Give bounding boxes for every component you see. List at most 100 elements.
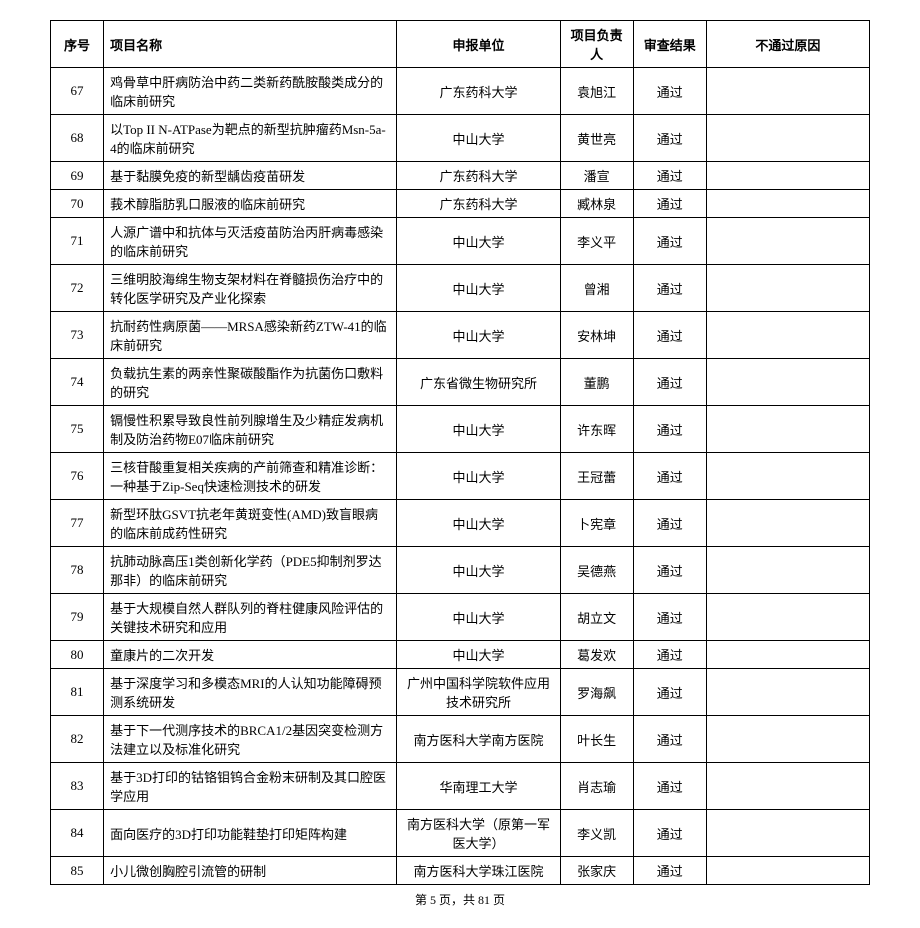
cell-leader: 葛发欢 (560, 641, 633, 669)
table-row: 82基于下一代测序技术的BRCA1/2基因突变检测方法建立以及标准化研究南方医科… (51, 716, 870, 763)
cell-leader: 叶长生 (560, 716, 633, 763)
cell-leader: 王冠蕾 (560, 453, 633, 500)
cell-reason (706, 312, 869, 359)
cell-org: 中山大学 (397, 218, 560, 265)
cell-reason (706, 406, 869, 453)
cell-leader: 曾湘 (560, 265, 633, 312)
cell-result: 通过 (633, 68, 706, 115)
cell-leader: 罗海飙 (560, 669, 633, 716)
cell-org: 中山大学 (397, 115, 560, 162)
table-row: 84面向医疗的3D打印功能鞋垫打印矩阵构建南方医科大学（原第一军医大学）李义凯通… (51, 810, 870, 857)
table-row: 76三核苷酸重复相关疾病的产前筛查和精准诊断：一种基于Zip-Seq快速检测技术… (51, 453, 870, 500)
cell-name: 童康片的二次开发 (104, 641, 397, 669)
cell-result: 通过 (633, 115, 706, 162)
cell-org: 华南理工大学 (397, 763, 560, 810)
cell-result: 通过 (633, 312, 706, 359)
cell-seq: 84 (51, 810, 104, 857)
cell-org: 中山大学 (397, 265, 560, 312)
cell-org: 南方医科大学（原第一军医大学） (397, 810, 560, 857)
cell-org: 广东药科大学 (397, 190, 560, 218)
cell-result: 通过 (633, 453, 706, 500)
review-table: 序号 项目名称 申报单位 项目负责人 审查结果 不通过原因 67鸡骨草中肝病防治… (50, 20, 870, 885)
cell-result: 通过 (633, 857, 706, 885)
cell-name: 抗耐药性病原菌——MRSA感染新药ZTW-41的临床前研究 (104, 312, 397, 359)
cell-leader: 臧林泉 (560, 190, 633, 218)
cell-org: 广东省微生物研究所 (397, 359, 560, 406)
cell-result: 通过 (633, 716, 706, 763)
cell-seq: 79 (51, 594, 104, 641)
cell-name: 三维明胶海绵生物支架材料在脊髓损伤治疗中的转化医学研究及产业化探索 (104, 265, 397, 312)
cell-org: 广东药科大学 (397, 162, 560, 190)
cell-reason (706, 359, 869, 406)
table-row: 80童康片的二次开发中山大学葛发欢通过 (51, 641, 870, 669)
cell-leader: 吴德燕 (560, 547, 633, 594)
cell-reason (706, 162, 869, 190)
header-row: 序号 项目名称 申报单位 项目负责人 审查结果 不通过原因 (51, 21, 870, 68)
col-seq-header: 序号 (51, 21, 104, 68)
cell-org: 中山大学 (397, 547, 560, 594)
cell-result: 通过 (633, 594, 706, 641)
cell-reason (706, 594, 869, 641)
cell-seq: 80 (51, 641, 104, 669)
table-body: 67鸡骨草中肝病防治中药二类新药酰胺酸类成分的临床前研究广东药科大学袁旭江通过6… (51, 68, 870, 885)
cell-leader: 董鹏 (560, 359, 633, 406)
cell-name: 面向医疗的3D打印功能鞋垫打印矩阵构建 (104, 810, 397, 857)
cell-name: 以Top II N-ATPase为靶点的新型抗肿瘤药Msn-5a-4的临床前研究 (104, 115, 397, 162)
cell-leader: 张家庆 (560, 857, 633, 885)
cell-org: 中山大学 (397, 453, 560, 500)
cell-reason (706, 453, 869, 500)
cell-seq: 76 (51, 453, 104, 500)
pager-mid: 页，共 (436, 893, 478, 907)
cell-org: 广东药科大学 (397, 68, 560, 115)
cell-leader: 李义平 (560, 218, 633, 265)
cell-name: 三核苷酸重复相关疾病的产前筛查和精准诊断：一种基于Zip-Seq快速检测技术的研… (104, 453, 397, 500)
cell-name: 镉慢性积累导致良性前列腺增生及少精症发病机制及防治药物E07临床前研究 (104, 406, 397, 453)
cell-name: 新型环肽GSVT抗老年黄斑变性(AMD)致盲眼病的临床前成药性研究 (104, 500, 397, 547)
cell-name: 负载抗生素的两亲性聚碳酸酯作为抗菌伤口敷料的研究 (104, 359, 397, 406)
cell-seq: 70 (51, 190, 104, 218)
cell-seq: 74 (51, 359, 104, 406)
table-row: 77新型环肽GSVT抗老年黄斑变性(AMD)致盲眼病的临床前成药性研究中山大学卜… (51, 500, 870, 547)
cell-reason (706, 669, 869, 716)
cell-name: 小儿微创胸腔引流管的研制 (104, 857, 397, 885)
cell-reason (706, 190, 869, 218)
cell-org: 中山大学 (397, 312, 560, 359)
cell-seq: 67 (51, 68, 104, 115)
cell-result: 通过 (633, 763, 706, 810)
cell-reason (706, 68, 869, 115)
cell-org: 南方医科大学珠江医院 (397, 857, 560, 885)
cell-reason (706, 265, 869, 312)
cell-name: 莪术醇脂肪乳口服液的临床前研究 (104, 190, 397, 218)
cell-reason (706, 500, 869, 547)
cell-name: 抗肺动脉高压1类创新化学药（PDE5抑制剂罗达那非）的临床前研究 (104, 547, 397, 594)
cell-seq: 75 (51, 406, 104, 453)
cell-reason (706, 547, 869, 594)
cell-org: 南方医科大学南方医院 (397, 716, 560, 763)
table-row: 81基于深度学习和多模态MRI的人认知功能障碍预测系统研发广州中国科学院软件应用… (51, 669, 870, 716)
cell-result: 通过 (633, 265, 706, 312)
cell-org: 广州中国科学院软件应用技术研究所 (397, 669, 560, 716)
cell-result: 通过 (633, 218, 706, 265)
cell-org: 中山大学 (397, 594, 560, 641)
table-row: 79基于大规模自然人群队列的脊柱健康风险评估的关键技术研究和应用中山大学胡立文通… (51, 594, 870, 641)
cell-name: 鸡骨草中肝病防治中药二类新药酰胺酸类成分的临床前研究 (104, 68, 397, 115)
cell-result: 通过 (633, 669, 706, 716)
pager: 第 5 页，共 81 页 (50, 891, 870, 908)
table-head: 序号 项目名称 申报单位 项目负责人 审查结果 不通过原因 (51, 21, 870, 68)
table-row: 75镉慢性积累导致良性前列腺增生及少精症发病机制及防治药物E07临床前研究中山大… (51, 406, 870, 453)
cell-name: 人源广谱中和抗体与灭活疫苗防治丙肝病毒感染的临床前研究 (104, 218, 397, 265)
col-name-header: 项目名称 (104, 21, 397, 68)
cell-seq: 77 (51, 500, 104, 547)
cell-leader: 黄世亮 (560, 115, 633, 162)
pager-total: 81 (478, 893, 490, 907)
cell-leader: 袁旭江 (560, 68, 633, 115)
cell-seq: 73 (51, 312, 104, 359)
table-row: 69基于黏膜免疫的新型龋齿疫苗研发广东药科大学潘宣通过 (51, 162, 870, 190)
cell-seq: 78 (51, 547, 104, 594)
pager-prefix: 第 (415, 893, 430, 907)
cell-seq: 72 (51, 265, 104, 312)
table-row: 85小儿微创胸腔引流管的研制南方医科大学珠江医院张家庆通过 (51, 857, 870, 885)
cell-leader: 潘宣 (560, 162, 633, 190)
cell-seq: 69 (51, 162, 104, 190)
table-row: 72三维明胶海绵生物支架材料在脊髓损伤治疗中的转化医学研究及产业化探索中山大学曾… (51, 265, 870, 312)
